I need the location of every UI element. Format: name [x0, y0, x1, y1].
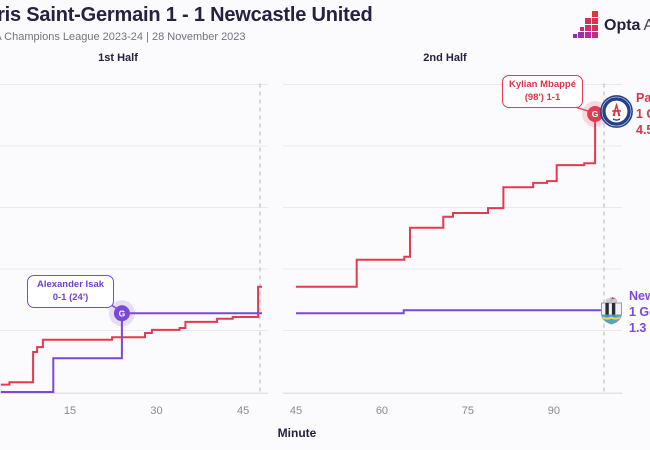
goal-marker-letter: G	[119, 308, 126, 318]
page-subtitle: UEFA Champions League 2023-24 | 28 Novem…	[0, 31, 246, 43]
newcastle-crest	[601, 297, 622, 325]
psg-end-label: Paris Saint-Germain 1 Goal 4.5 xG	[636, 90, 650, 138]
page-title: Paris Saint-Germain 1 - 1 Newcastle Unit…	[0, 4, 373, 26]
goal-callout-player: Kylian Mbappé	[508, 79, 577, 90]
psg-crest	[600, 95, 633, 128]
logo-square	[585, 25, 591, 31]
team-name: Paris Saint-Germain	[636, 91, 650, 105]
team-goals: 1 Goal	[636, 107, 650, 121]
goal-callout-isak: Alexander Isak 0-1 (24')	[27, 275, 114, 308]
team-goals: 1 Goal	[629, 305, 650, 319]
x-tick-label: 90	[547, 405, 560, 417]
goal-callout-score: (98') 1-1	[524, 91, 561, 103]
goal-marker	[587, 106, 604, 123]
logo-square	[585, 32, 591, 38]
goal-marker-letter: G	[592, 109, 599, 119]
logo-square	[592, 32, 598, 38]
goal-callout-score: 0-1 (24')	[52, 291, 89, 303]
x-tick-label: 75	[461, 405, 475, 417]
logo-word-opta: Opta	[604, 16, 641, 34]
logo-word-analyst: Analyst	[643, 16, 650, 34]
team-xg: 1.3 xG	[629, 321, 650, 335]
x-axis-title: Minute	[277, 426, 317, 440]
team-name: Newcastle United	[629, 289, 650, 303]
x-tick-label: 15	[63, 405, 77, 417]
header: Paris Saint-Germain 1 - 1 Newcastle Unit…	[0, 4, 373, 43]
first-half-label: 1st Half	[98, 52, 138, 64]
xg-line-psg	[0, 285, 262, 386]
xg-line-newcastle	[0, 312, 262, 393]
goal-callout-mbappe: Kylian Mbappé (98') 1-1	[502, 75, 583, 108]
goal-marker	[113, 305, 130, 322]
xg-line-newcastle	[296, 309, 604, 315]
x-tick-label: 45	[289, 405, 303, 417]
logo-square	[579, 26, 584, 31]
logo-square	[592, 11, 598, 17]
xg-line-psg	[296, 113, 604, 288]
opta-logo-icon	[571, 11, 600, 40]
logo-square	[585, 18, 591, 24]
logo-square	[592, 25, 598, 31]
x-tick-label: 45	[236, 405, 250, 417]
second-half-label: 2nd Half	[423, 52, 467, 64]
opta-analyst-logo: OptaAnalyst	[571, 11, 650, 40]
logo-square	[592, 18, 598, 24]
logo-square	[572, 33, 577, 38]
x-tick-label: 30	[150, 405, 163, 417]
newcastle-end-label: Newcastle United 1 Goal 1.3 xG	[629, 288, 650, 336]
goal-callout-player: Alexander Isak	[36, 279, 105, 290]
x-tick-label: 60	[375, 405, 389, 417]
logo-square	[578, 32, 584, 38]
team-xg: 4.5 xG	[636, 123, 650, 137]
